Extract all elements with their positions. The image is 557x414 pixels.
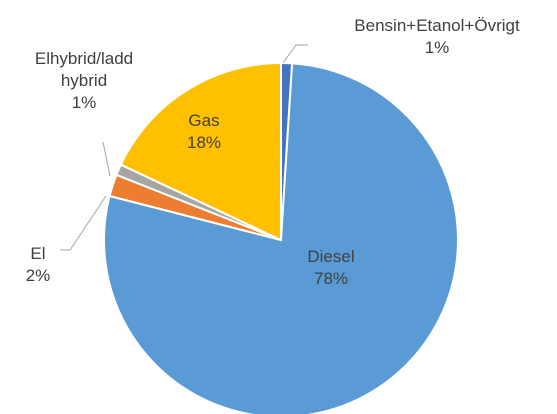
value-label: 2% [25, 266, 51, 285]
leader-line [102, 141, 111, 177]
category-name: Bensin+Etanol+Övrigt [354, 16, 520, 35]
slice-label: Diesel 78% [307, 246, 354, 290]
pie-slice [119, 61, 282, 242]
category-name: Diesel [307, 247, 355, 266]
category-name: Elhybrid/ladd hybrid [34, 49, 134, 90]
leader-line [282, 44, 308, 64]
category-name: El [30, 244, 46, 263]
category-name: Gas [188, 111, 220, 130]
value-label: 1% [424, 38, 450, 57]
slice-label: Bensin+Etanol+Övrigt 1% [354, 15, 519, 59]
slice-label: El 2% [26, 243, 51, 287]
slice-label: Elhybrid/ladd hybrid 1% [29, 48, 139, 114]
value-label: 78% [313, 269, 349, 288]
slice-label: Gas 18% [187, 110, 221, 154]
value-label: 1% [71, 93, 97, 112]
leader-line [60, 195, 107, 251]
value-label: 18% [186, 133, 222, 152]
pie-slice [103, 62, 459, 414]
